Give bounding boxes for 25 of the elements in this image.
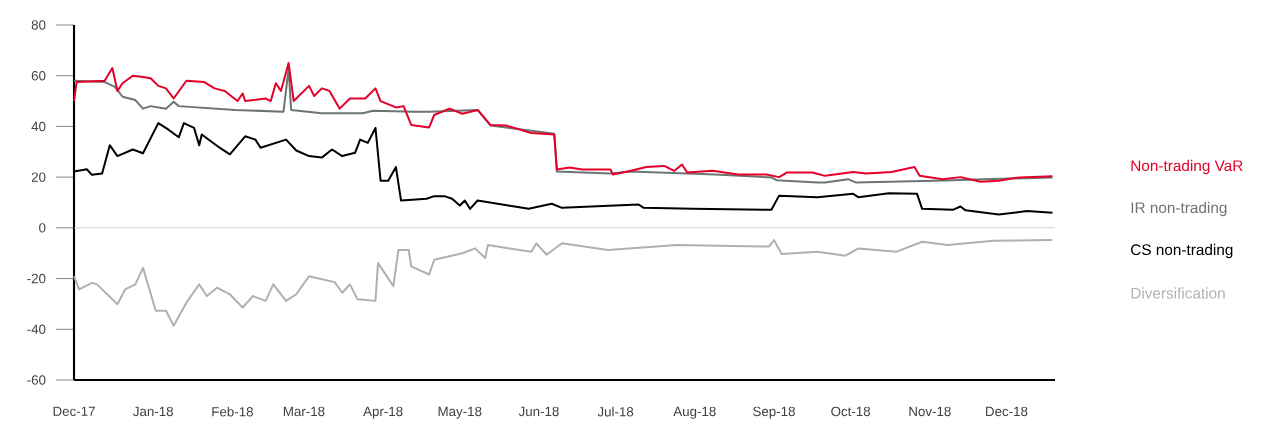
text: Non-trading VaR bbox=[1131, 159, 1243, 175]
y-tick-label: 60 bbox=[31, 70, 46, 81]
x-tick-label: Nov-18 bbox=[909, 406, 951, 417]
x-tick-label: Oct-18 bbox=[831, 406, 871, 417]
y-tick-label: 80 bbox=[31, 20, 46, 30]
x-tick-label: Jun-18 bbox=[518, 406, 559, 417]
y-tick-label: -20 bbox=[27, 273, 46, 284]
x-tick-label: Dec-18 bbox=[986, 406, 1028, 417]
y-tick-label: 0 bbox=[39, 223, 46, 233]
y-tick-label: 40 bbox=[31, 121, 46, 132]
x-tick-label: Apr-18 bbox=[363, 406, 403, 419]
x-tick-label: Jul-18 bbox=[597, 406, 634, 417]
x-tick-label: Sep-18 bbox=[753, 406, 795, 419]
x-tick-label: Mar-18 bbox=[283, 406, 325, 417]
x-tick-label: Jan-18 bbox=[133, 406, 174, 417]
y-tick-label: 20 bbox=[31, 172, 46, 182]
x-tick-label: Feb-18 bbox=[212, 406, 253, 417]
text: CS non-trading bbox=[1131, 243, 1233, 259]
x-tick-label: Aug-18 bbox=[673, 406, 716, 419]
y-tick-label: -60 bbox=[27, 375, 46, 385]
x-tick-label: Dec-17 bbox=[53, 406, 95, 416]
text: IR non-trading bbox=[1131, 201, 1227, 217]
text: Diversification bbox=[1131, 287, 1225, 299]
y-tick-label: -40 bbox=[27, 324, 46, 334]
x-tick-label: May-18 bbox=[438, 406, 482, 419]
